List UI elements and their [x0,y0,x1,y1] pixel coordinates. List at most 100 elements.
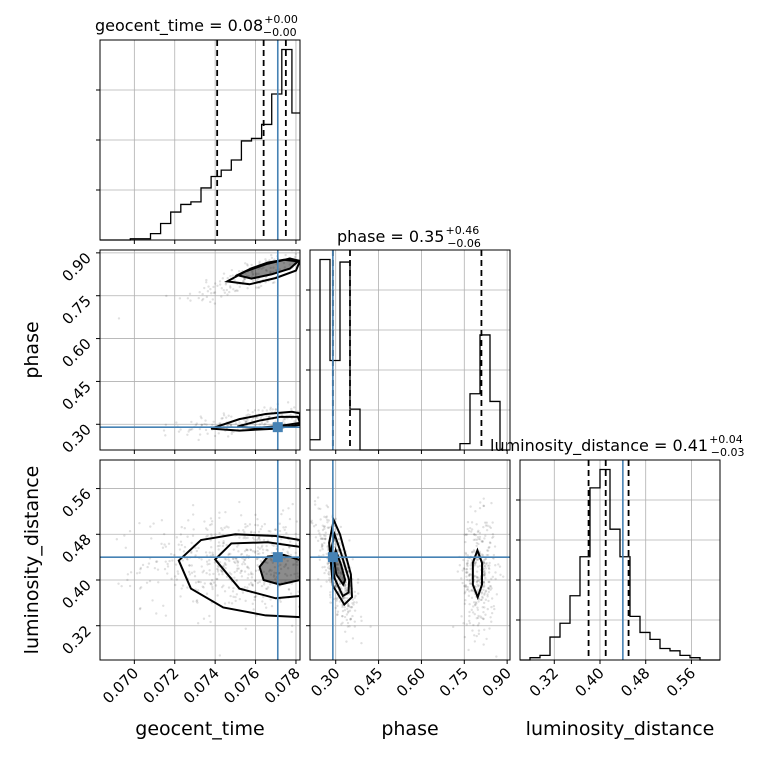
sample-point [199,580,202,584]
sample-point [282,420,285,423]
sample-point [228,559,231,563]
sample-point [216,284,219,287]
sample-point [164,560,167,563]
x-tick-label-phase: 0.90 [479,664,515,700]
sample-point [260,584,264,588]
sample-point [212,285,215,289]
sample-point [310,519,314,522]
sample-point [167,542,171,545]
sample-point [467,529,471,533]
sample-point [160,519,164,522]
sample-point [305,421,307,423]
sample-point [464,553,468,556]
sample-point [175,578,179,581]
sample-point [294,551,297,555]
sample-point [264,587,268,591]
y-tick-label-phase: 0.75 [58,292,94,328]
sample-point [322,553,325,557]
sample-point [325,515,329,518]
sample-point [256,524,260,527]
sample-point [465,567,469,571]
sample-point [482,573,486,577]
sample-point [126,578,129,582]
sample-point [489,541,492,545]
sample-point [476,588,480,592]
sample-point [483,592,486,595]
sample-point [232,595,235,599]
sample-point [267,529,270,533]
sample-point [336,572,340,575]
sample-point [264,268,268,272]
sample-point [138,607,142,611]
sample-point [238,500,241,504]
sample-point [488,541,492,544]
sample-point [222,540,225,543]
sample-point [311,412,313,414]
sample-point [244,522,247,526]
sample-point [464,590,467,593]
sample-point [490,605,493,609]
sample-point [466,578,469,582]
x-tick-label-geocent_time: 0.076 [220,664,263,707]
density-contour [234,258,300,280]
sample-point [335,532,339,536]
sample-point [210,523,213,526]
sample-point [198,427,202,431]
sample-point [329,591,332,594]
sample-point [316,539,320,543]
sample-point [474,564,477,567]
sample-point [264,606,268,609]
sample-point [258,580,261,584]
title-luminosity-distance: luminosity_distance = 0.41+0.04 −0.03 [490,433,745,459]
sample-point [187,430,190,433]
sample-point [164,545,168,548]
sample-point [289,553,293,557]
sample-point [180,587,183,590]
sample-point [463,584,466,588]
sample-point [360,619,363,623]
sample-point [145,581,149,584]
sample-point [322,581,324,583]
sample-point [465,623,468,626]
sample-point [368,559,370,561]
sample-point [325,580,328,583]
sample-point [243,530,246,534]
sample-point [347,604,351,607]
sample-point [173,553,176,557]
sample-point [289,413,292,417]
sample-point [475,580,479,583]
sample-point [482,585,486,588]
sample-point [233,289,237,293]
sample-point [274,269,278,272]
sample-point [343,630,347,633]
sample-point [264,258,267,261]
sample-point [227,586,231,589]
sample-point [464,533,468,536]
sample-point [343,587,347,591]
sample-point [488,546,491,549]
sample-point [469,505,472,508]
sample-point [204,551,208,554]
sample-point [482,580,486,584]
sample-point [477,558,480,561]
sample-point [482,559,486,562]
x-tick-label-luminosity_distance: 0.40 [571,664,607,700]
sample-point [181,559,184,562]
sample-point [477,542,480,546]
sample-point [343,584,346,588]
sample-point [304,563,306,565]
sample-point [336,613,339,617]
sample-point [341,605,344,609]
sample-point [337,567,340,570]
sample-point [476,579,480,582]
sample-point [280,512,283,516]
sample-point [466,588,470,591]
sample-point [303,545,305,547]
sample-point [195,599,199,602]
sample-point [193,575,197,578]
sample-point [205,281,208,284]
sample-point [339,525,343,529]
sample-point [334,585,337,588]
sample-point [269,408,272,411]
density-contour [329,530,351,598]
